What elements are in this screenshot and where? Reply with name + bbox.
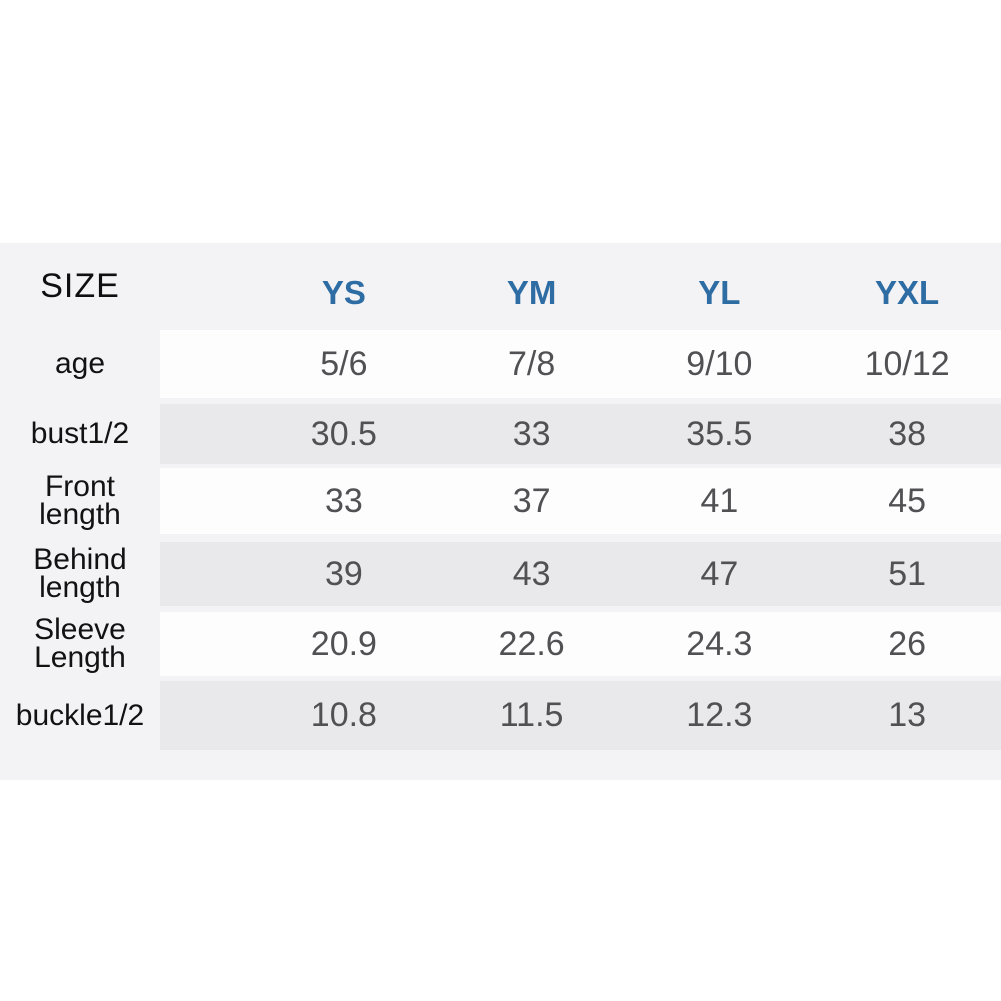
row-cells: 5/6 7/8 9/10 10/12	[160, 330, 1001, 398]
table-cell: 30.5	[310, 414, 377, 453]
table-cell: 10/12	[864, 344, 950, 383]
table-cell: 33	[324, 481, 363, 520]
row-label: age	[54, 347, 106, 381]
row-label: Front length	[39, 470, 121, 531]
table-cell: 13	[888, 696, 927, 734]
size-header-cell: SIZE	[40, 267, 120, 305]
table-row-bust: bust1/2 30.5 33 35.5 38	[0, 404, 1001, 464]
table-cell: 24.3	[686, 624, 753, 663]
table-cell: 41	[700, 481, 739, 520]
column-header-ys: YS	[321, 273, 366, 311]
table-cell: 51	[888, 554, 927, 593]
table-cell: 11.5	[499, 696, 564, 734]
table-cell: 43	[512, 554, 551, 593]
table-cell: 45	[888, 481, 927, 520]
column-header-yl: YL	[698, 273, 741, 311]
table-cell: 10.8	[310, 696, 377, 734]
table-cell: 22.6	[498, 624, 565, 663]
column-headers: YS YM YL YXL	[160, 243, 1001, 330]
row-cells: 30.5 33 35.5 38	[160, 404, 1001, 464]
table-cell: 20.9	[310, 624, 377, 663]
row-cells: 33 37 41 45	[160, 468, 1001, 534]
row-cells: 39 43 47 51	[160, 542, 1001, 606]
table-row-front-length: Front length 33 37 41 45	[0, 468, 1001, 534]
table-row-sleeve-length: Sleeve Length 20.9 22.6 24.3 26	[0, 612, 1001, 676]
row-label: bust1/2	[30, 417, 130, 451]
table-cell: 7/8	[507, 344, 556, 383]
table-cell: 47	[700, 554, 739, 593]
table-cell: 9/10	[686, 344, 753, 383]
table-cell: 37	[512, 481, 551, 520]
row-label: Sleeve Length	[34, 613, 126, 674]
table-cell: 5/6	[320, 344, 368, 383]
row-cells: 10.8 11.5 12.3 13	[160, 681, 1001, 750]
column-header-yxl: YXL	[875, 273, 940, 311]
table-cell: 35.5	[686, 414, 753, 453]
column-header-ym: YM	[506, 273, 557, 311]
row-label: Behind length	[33, 543, 127, 604]
table-cell: 39	[324, 554, 363, 593]
table-cell: 33	[512, 414, 551, 453]
table-cell: 26	[888, 624, 927, 663]
table-cell: 38	[888, 414, 927, 453]
table-row-buckle: buckle1/2 10.8 11.5 12.3 13	[0, 681, 1001, 750]
row-cells: 20.9 22.6 24.3 26	[160, 612, 1001, 676]
row-label: buckle1/2	[15, 698, 145, 732]
table-cell: 12.3	[686, 696, 753, 734]
table-header-row: SIZE YS YM YL YXL	[0, 243, 1001, 330]
table-row-behind-length: Behind length 39 43 47 51	[0, 542, 1001, 606]
table-row-age: age 5/6 7/8 9/10 10/12	[0, 330, 1001, 398]
